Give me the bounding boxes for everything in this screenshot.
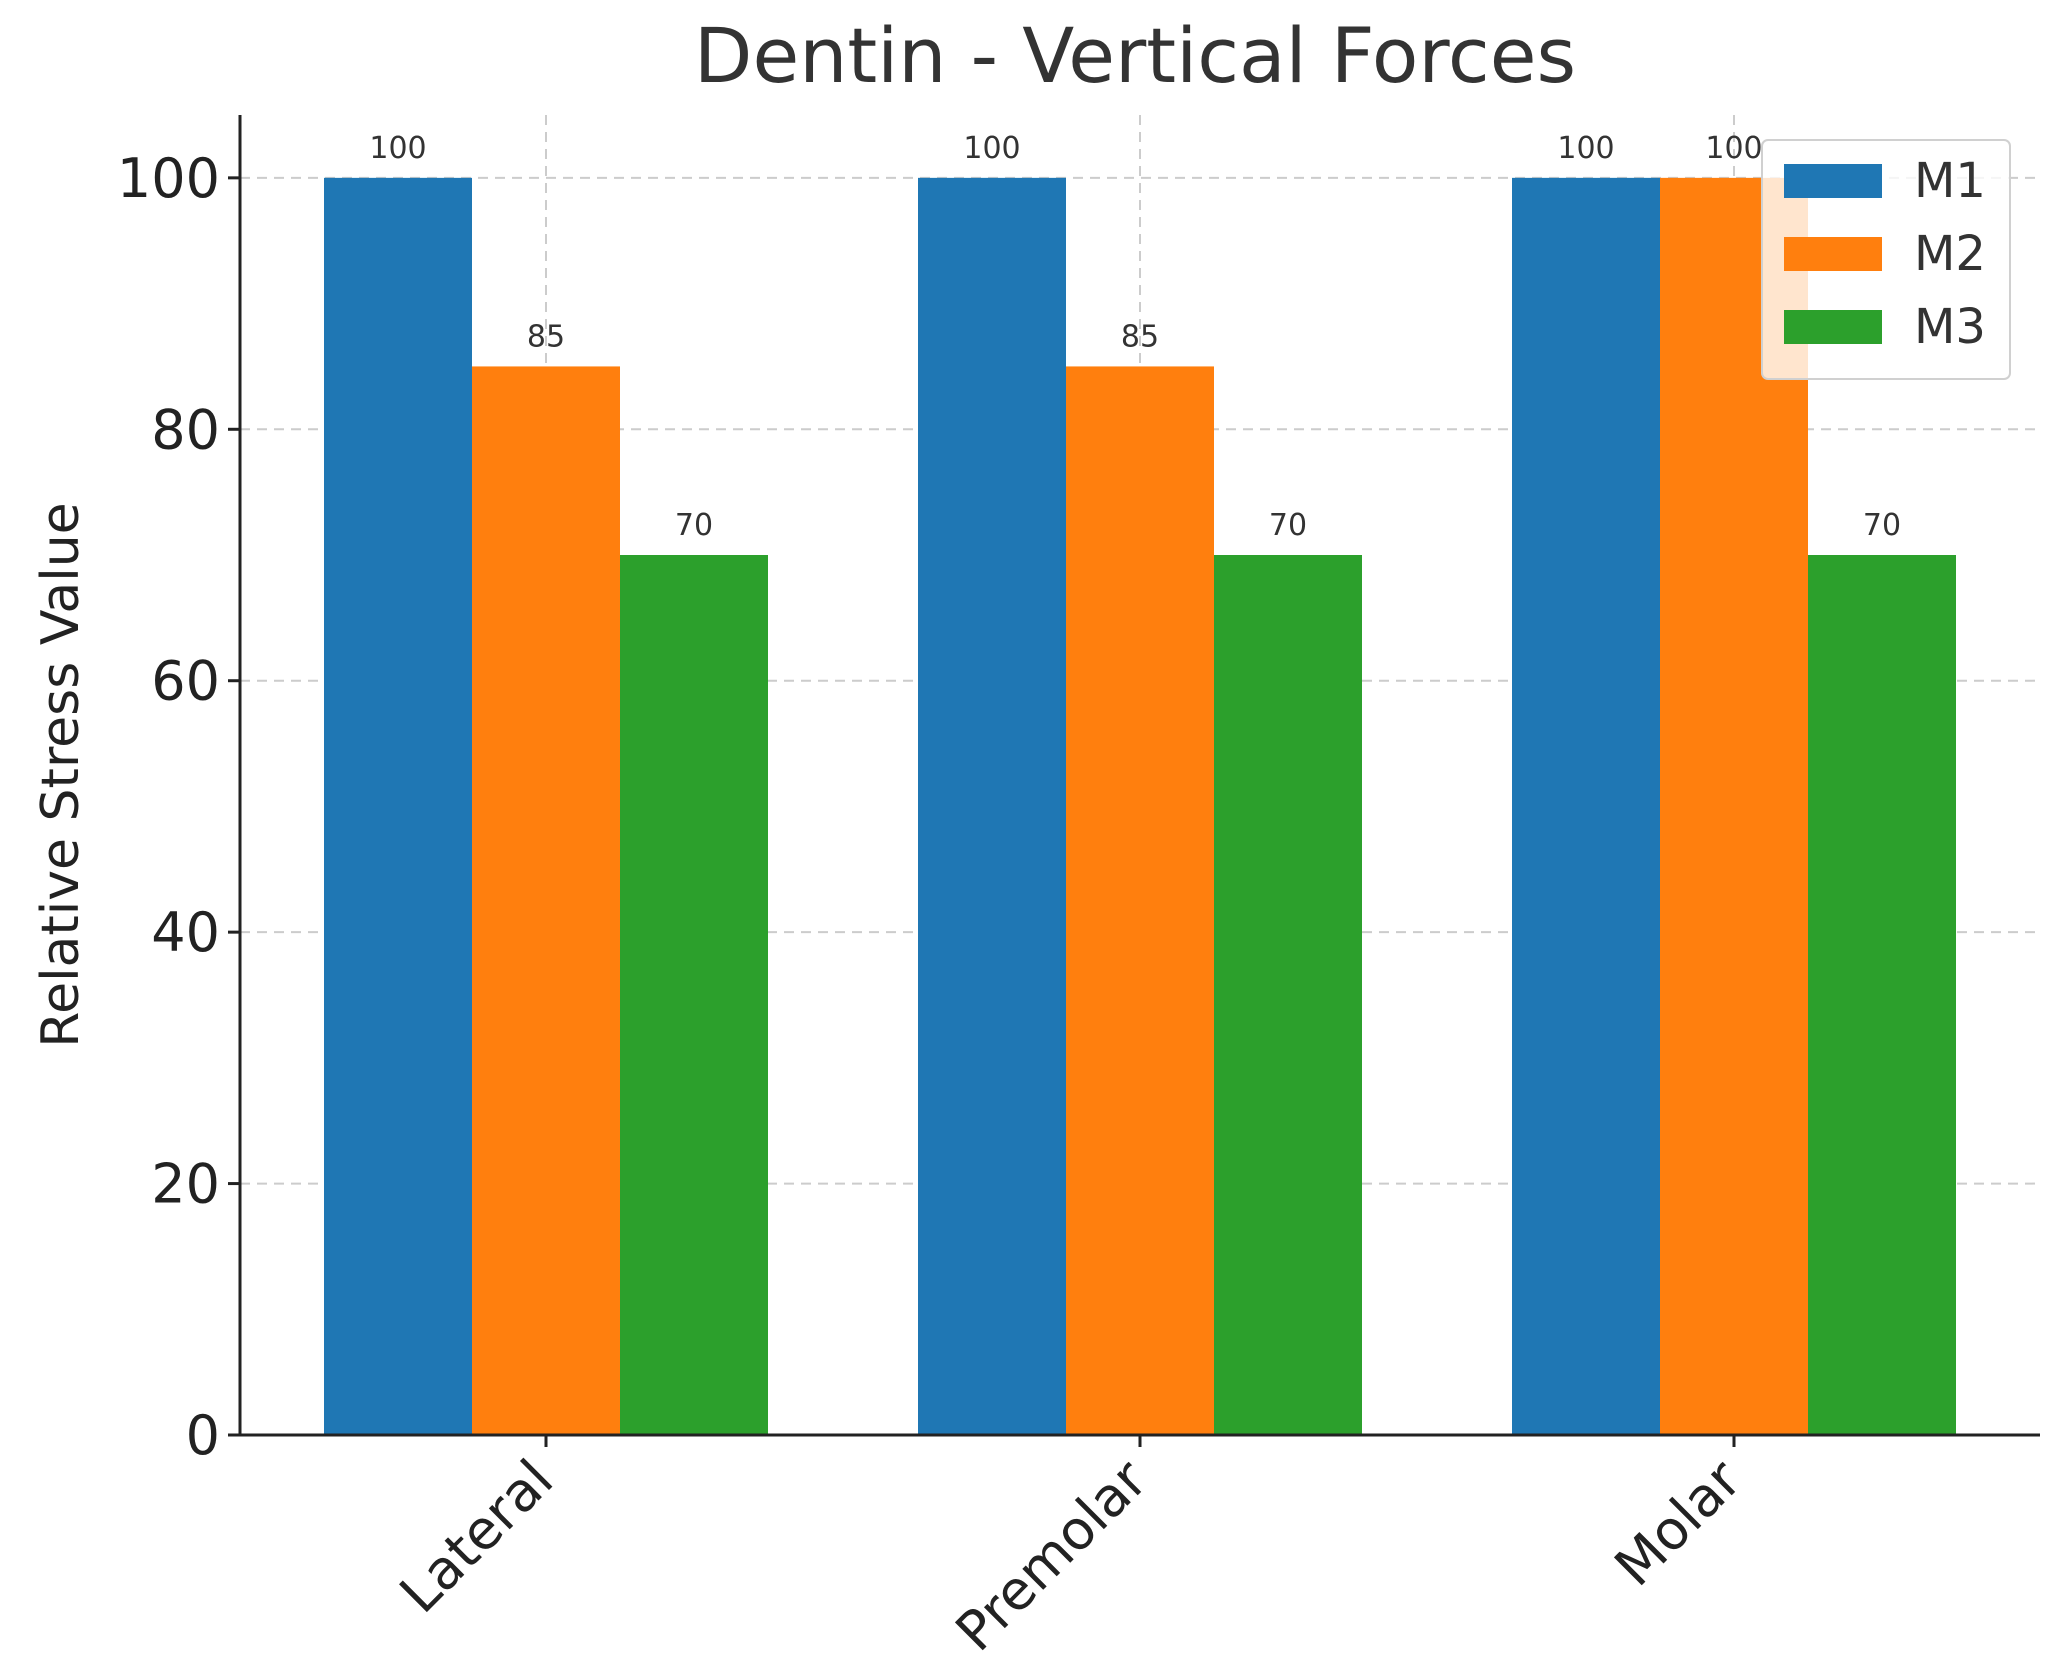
legend: M1 M2 M3 bbox=[1761, 139, 2011, 380]
y-tick-label: 0 bbox=[186, 1404, 220, 1467]
data-label: 100 bbox=[369, 131, 426, 166]
legend-swatch-m3 bbox=[1784, 310, 1882, 344]
y-tick-label: 80 bbox=[151, 398, 220, 461]
axes-layer bbox=[228, 115, 2040, 1447]
bar-m1-premolar bbox=[918, 177, 1066, 1435]
bars-layer bbox=[324, 177, 1956, 1435]
bar-m1-lateral bbox=[324, 177, 472, 1435]
data-label: 100 bbox=[963, 131, 1020, 166]
bar-m2-molar bbox=[1660, 177, 1808, 1435]
data-label: 70 bbox=[1863, 508, 1901, 543]
x-tick-label: Molar bbox=[1603, 1447, 1754, 1598]
data-label: 70 bbox=[1269, 508, 1307, 543]
chart-title: Dentin - Vertical Forces bbox=[694, 11, 1576, 100]
bar-m2-lateral bbox=[472, 366, 620, 1435]
legend-label-m1: M1 bbox=[1914, 153, 1986, 209]
y-axis-title: Relative Stress Value bbox=[31, 502, 91, 1047]
data-label: 70 bbox=[675, 508, 713, 543]
data-label: 100 bbox=[1705, 131, 1762, 166]
legend-swatch-m2 bbox=[1784, 237, 1882, 271]
data-label: 85 bbox=[527, 319, 565, 354]
bar-m2-premolar bbox=[1066, 366, 1214, 1435]
x-tick-label: Premolar bbox=[944, 1447, 1160, 1663]
y-tick-label: 40 bbox=[151, 901, 220, 964]
x-tick-label: Lateral bbox=[388, 1448, 565, 1625]
bar-m1-molar bbox=[1512, 177, 1660, 1435]
y-tick-label: 20 bbox=[151, 1153, 220, 1216]
legend-swatch-m1 bbox=[1784, 164, 1882, 198]
bar-m3-premolar bbox=[1214, 555, 1362, 1435]
legend-label-m2: M2 bbox=[1914, 226, 1986, 282]
data-label: 85 bbox=[1121, 319, 1159, 354]
y-tick-label: 60 bbox=[151, 650, 220, 713]
legend-label-m3: M3 bbox=[1914, 299, 1986, 355]
y-tick-label: 100 bbox=[117, 147, 220, 210]
data-label: 100 bbox=[1557, 131, 1614, 166]
bar-m3-lateral bbox=[620, 555, 768, 1435]
bar-m3-molar bbox=[1808, 555, 1956, 1435]
